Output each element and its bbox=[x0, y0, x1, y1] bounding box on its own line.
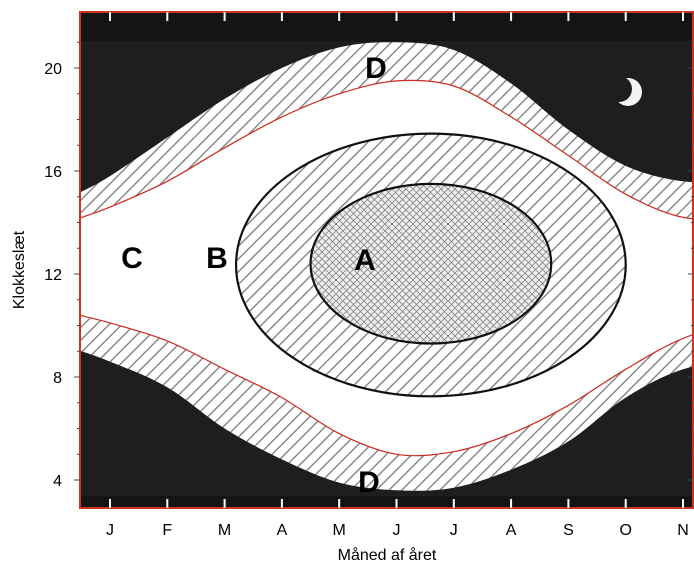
moon-icon bbox=[606, 76, 642, 106]
y-axis-title: Klokkeslæt bbox=[11, 230, 28, 309]
zone-label-d-bottom: D bbox=[358, 466, 380, 499]
zone-a-ellipse bbox=[309, 182, 553, 345]
y-tick-label: 12 bbox=[44, 267, 62, 284]
x-tick-label: N bbox=[677, 522, 689, 539]
top-strip bbox=[80, 12, 694, 41]
x-tick-label: O bbox=[619, 522, 631, 539]
y-tick-label: 16 bbox=[44, 164, 62, 181]
x-tick-label: S bbox=[563, 522, 574, 539]
overlay: D C B A D bbox=[121, 52, 387, 499]
y-tick-label: 20 bbox=[44, 61, 62, 78]
zone-label-d-top: D bbox=[365, 52, 387, 85]
zone-label-c: C bbox=[121, 242, 143, 275]
sunset-line bbox=[80, 79, 694, 220]
bottom-strip bbox=[80, 496, 694, 508]
sunrise-line bbox=[80, 314, 694, 457]
x-tick-label: F bbox=[162, 522, 172, 539]
zone-label-b: B bbox=[206, 242, 228, 275]
x-axis-title: Måned af året bbox=[338, 546, 437, 564]
axes: J F M A M J J A S O N D 4 8 12 16 20 bbox=[44, 11, 694, 539]
y-tick-label: 4 bbox=[53, 473, 62, 490]
y-tick-label: 8 bbox=[53, 370, 62, 387]
zone-label-a: A bbox=[354, 244, 376, 277]
moon-shadow bbox=[606, 76, 632, 102]
x-tick-label: J bbox=[393, 522, 401, 539]
x-tick-label: A bbox=[277, 522, 288, 539]
x-tick-label: A bbox=[506, 522, 517, 539]
x-tick-label: M bbox=[333, 522, 346, 539]
x-tick-label: J bbox=[106, 522, 114, 539]
plot-area bbox=[80, 12, 694, 508]
x-tick-label: J bbox=[450, 522, 458, 539]
x-tick-label: M bbox=[218, 522, 231, 539]
plot-frame bbox=[79, 11, 694, 509]
